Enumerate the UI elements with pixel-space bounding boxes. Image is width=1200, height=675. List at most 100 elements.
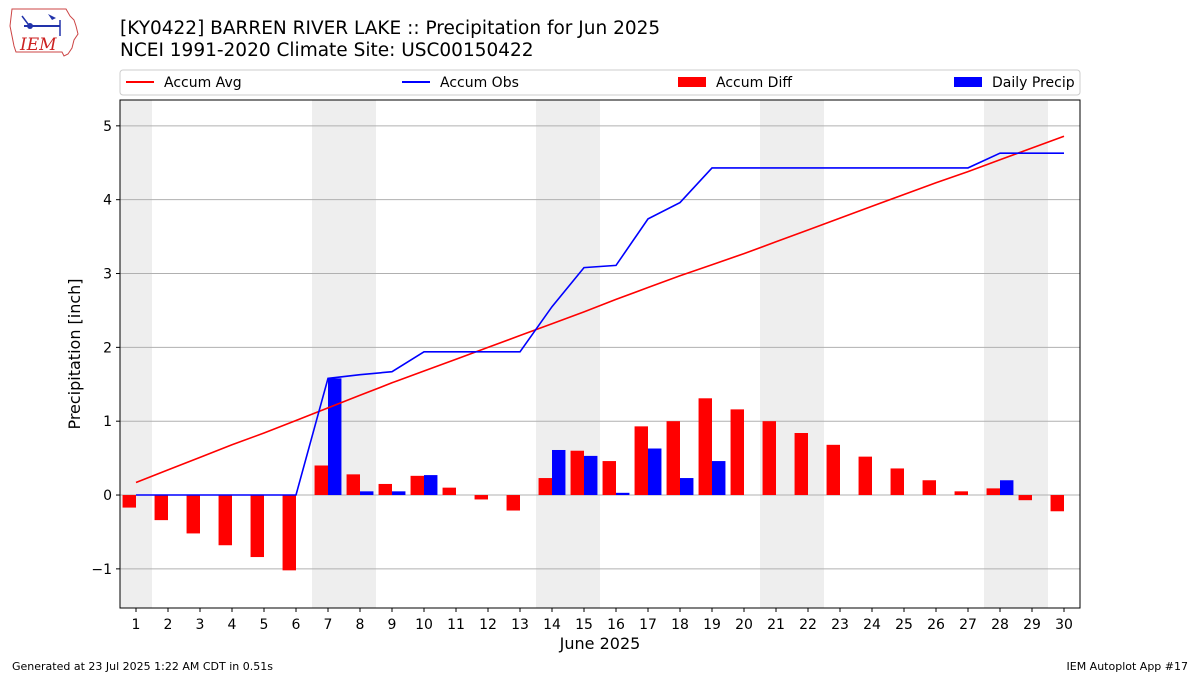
daily-precip-bar-day-15	[584, 455, 598, 496]
lines	[135, 135, 1065, 496]
legend-label-1: Accum Obs	[440, 75, 519, 91]
accum-diff-bar-day-1	[122, 495, 136, 508]
y-tick-label: 3	[103, 267, 112, 283]
accum-diff-bar-day-14	[538, 478, 552, 496]
accum-diff-bar-day-26	[922, 480, 936, 496]
x-tick-label: 13	[511, 617, 529, 633]
y-axis: −1 0 1 2 3 4 5	[91, 119, 120, 578]
x-tick-label: 12	[479, 617, 497, 633]
accum-diff-bar-day-3	[186, 495, 200, 534]
weekend-band-day-28	[984, 100, 1016, 608]
accum-diff-bar-day-16	[602, 461, 616, 496]
x-tick-label: 5	[260, 617, 269, 633]
accum-avg-line	[135, 135, 1065, 484]
x-tick-label: 15	[575, 617, 593, 633]
bars	[122, 378, 1064, 571]
accum-diff-bar-day-4	[218, 495, 232, 546]
iem-logo: IEM	[9, 8, 79, 57]
weekend-band-day-1	[120, 100, 152, 608]
daily-precip-bar-day-10	[424, 475, 438, 496]
x-tick-label: 19	[703, 617, 721, 633]
x-tick-label: 16	[607, 617, 625, 633]
x-tick-label: 3	[196, 617, 205, 633]
daily-precip-bar-day-18	[680, 478, 694, 496]
legend-label-2: Accum Diff	[716, 75, 792, 91]
accum-diff-bar-day-19	[698, 398, 712, 496]
weekend-band-day-29	[1016, 100, 1048, 608]
x-tick-label: 4	[228, 617, 237, 633]
x-tick-label: 2	[164, 617, 173, 633]
daily-precip-bar-day-28	[1000, 480, 1014, 496]
accum-diff-bar-day-27	[954, 491, 968, 496]
legend: Accum Avg Accum Obs Accum Diff Daily Precip	[119, 69, 1081, 96]
x-tick-label: 21	[767, 617, 785, 633]
accum-diff-bar-day-12	[474, 495, 488, 500]
daily-precip-bar-day-16	[616, 492, 630, 496]
x-tick-label: 7	[324, 617, 333, 633]
y-tick-label: 4	[103, 193, 112, 209]
x-tick-label: 11	[447, 617, 465, 633]
legend-swatch-2	[678, 77, 706, 87]
accum-diff-bar-day-10	[410, 475, 424, 496]
accum-diff-bar-day-30	[1050, 495, 1064, 512]
gridlines	[120, 125, 1080, 570]
weekend-band-day-21	[760, 100, 792, 608]
chart-title: [KY0422] BARREN RIVER LAKE :: Precipitat…	[120, 18, 661, 39]
x-tick-label: 14	[543, 617, 561, 633]
x-tick-label: 25	[895, 617, 913, 633]
plot-frame	[119, 99, 1081, 609]
x-tick-label: 22	[799, 617, 817, 633]
accum-diff-bar-day-6	[282, 495, 296, 571]
y-tick-label: 2	[103, 340, 112, 356]
x-tick-label: 24	[863, 617, 881, 633]
accum-obs-line	[136, 152, 1064, 496]
x-tick-label: 6	[292, 617, 301, 633]
y-tick-label: 5	[103, 119, 112, 135]
accum-diff-bar-day-29	[1018, 495, 1032, 501]
accum-diff-bar-day-21	[762, 421, 776, 496]
weekend-band-day-15	[568, 100, 600, 608]
app-label: IEM Autoplot App #17	[1066, 660, 1189, 673]
accum-diff-bar-day-8	[346, 474, 360, 496]
accum-diff-bar-day-15	[570, 450, 584, 496]
legend-swatch-3	[954, 77, 982, 87]
accum-diff-bar-day-5	[250, 495, 264, 558]
accum-diff-bar-day-23	[826, 444, 840, 496]
legend-label-3: Daily Precip	[992, 75, 1075, 91]
daily-precip-bar-day-8	[360, 491, 374, 496]
accum-diff-bar-day-7	[314, 465, 328, 496]
daily-precip-bar-day-19	[712, 461, 726, 496]
y-axis-label: Precipitation [inch]	[65, 278, 84, 429]
accum-diff-bar-day-25	[890, 468, 904, 496]
y-tick-label: −1	[91, 562, 112, 578]
weekend-band-day-22	[792, 100, 824, 608]
x-tick-label: 27	[959, 617, 977, 633]
accum-diff-bar-day-20	[730, 409, 744, 496]
weekend-band-day-14	[536, 100, 568, 608]
accum-diff-bar-day-17	[634, 426, 648, 496]
accum-diff-bar-day-13	[506, 495, 520, 511]
x-tick-label: 18	[671, 617, 689, 633]
weekend-band-day-8	[344, 100, 376, 608]
accum-diff-bar-day-2	[154, 495, 168, 521]
x-tick-label: 26	[927, 617, 945, 633]
chart-subtitle: NCEI 1991-2020 Climate Site: USC00150422	[120, 40, 534, 61]
x-tick-label: 9	[388, 617, 397, 633]
x-tick-label: 29	[1023, 617, 1041, 633]
logo-text: IEM	[19, 35, 57, 55]
y-tick-label: 0	[103, 488, 112, 504]
x-axis-label: June 2025	[559, 634, 641, 653]
x-tick-label: 20	[735, 617, 753, 633]
accum-diff-bar-day-22	[794, 433, 808, 496]
accum-diff-bar-day-9	[378, 483, 392, 496]
accum-diff-bar-day-28	[986, 488, 1000, 496]
generated-timestamp: Generated at 23 Jul 2025 1:22 AM CDT in …	[12, 660, 273, 673]
x-tick-label: 1	[132, 617, 141, 633]
x-tick-label: 8	[356, 617, 365, 633]
x-tick-label: 17	[639, 617, 657, 633]
accum-diff-bar-day-11	[442, 487, 456, 496]
daily-precip-bar-day-17	[648, 448, 662, 496]
x-axis: 1 2 3 4 5 6 7 8 9 10 11 12 13 14 15 16 17 18 19 20 21 22 23 24 2…	[132, 608, 1073, 633]
x-tick-label: 23	[831, 617, 849, 633]
weekend-bands	[120, 100, 1048, 608]
